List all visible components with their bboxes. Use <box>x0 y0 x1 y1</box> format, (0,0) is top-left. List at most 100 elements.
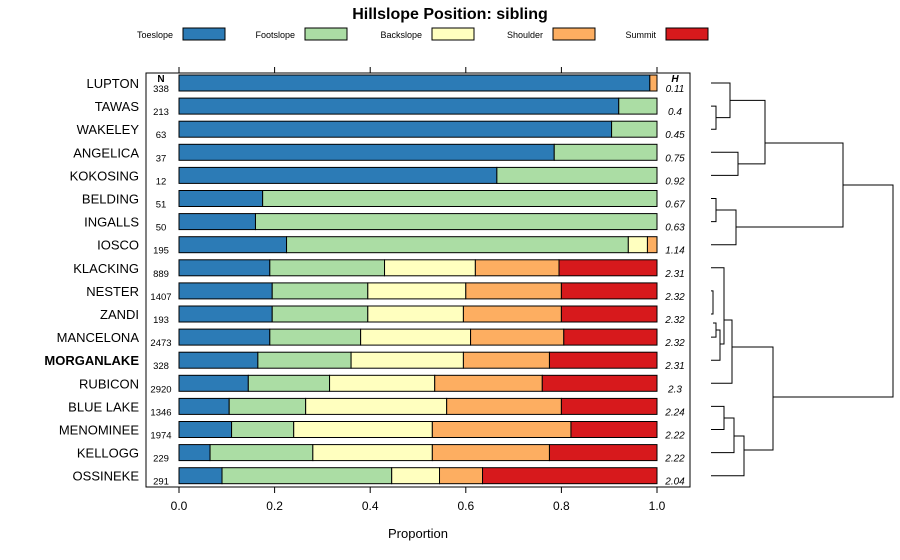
row-labels: LUPTON 338 0.11 TAWAS 213 0.4 WAKELEY 63 0.45 ANG… <box>44 76 685 488</box>
bar-blue-lake-footslope <box>228 397 307 415</box>
h-value-belding: 0.67 <box>665 200 685 211</box>
dendrogram-branch-3 <box>730 99 766 165</box>
h-value-klacking: 2.31 <box>664 269 684 280</box>
h-value-rubicon: 2.3 <box>667 384 682 395</box>
bar-menominee-summit <box>570 421 658 438</box>
dendrogram-branch-6 <box>736 142 844 228</box>
bar-ingalls-toeslope <box>178 213 256 231</box>
row-label-kellogg: KELLOGG <box>77 446 139 461</box>
dendrogram-branch-15 <box>732 346 774 451</box>
n-header: N <box>157 74 164 85</box>
row-label-belding: BELDING <box>82 192 139 207</box>
bar-morganlake-shoulder <box>462 351 550 369</box>
n-value-mancelona: 2473 <box>150 338 171 349</box>
row-label-zandi: ZANDI <box>100 307 139 322</box>
bar-morganlake-backslope <box>350 351 464 369</box>
bar-angelica-footslope <box>553 143 658 161</box>
bar-iosco-backslope <box>627 236 648 254</box>
legend-swatch-toeslope <box>182 27 226 41</box>
x-axis: 0.0 0.2 0.4 0.6 0.8 1.0 <box>171 67 666 513</box>
h-value-angelica: 0.75 <box>665 153 685 164</box>
h-value-ossineke: 2.04 <box>664 477 685 488</box>
dendrogram-branch-8 <box>711 322 717 338</box>
bar-belding-footslope <box>262 190 658 207</box>
dendrogram-branch-9 <box>711 329 721 361</box>
n-value-zandi: 193 <box>153 315 169 326</box>
n-value-angelica: 37 <box>156 153 167 164</box>
bar-zandi-backslope <box>367 305 464 323</box>
bar-ossineke-summit <box>482 467 658 485</box>
legend-swatch-shoulder <box>552 27 596 41</box>
h-value-wakeley: 0.45 <box>665 130 685 141</box>
bar-zandi-summit <box>560 305 658 323</box>
dendrogram-branch-12 <box>711 405 725 430</box>
dendrogram-branch-2 <box>711 151 739 176</box>
bar-lupton-shoulder <box>649 74 658 92</box>
bar-zandi-footslope <box>271 305 369 323</box>
h-value-kellogg: 2.22 <box>664 454 685 465</box>
x-tick-label-2: 0.4 <box>362 499 379 513</box>
bar-klacking-summit <box>558 259 658 277</box>
row-label-iosco: IOSCO <box>97 238 139 253</box>
x-tick-label-4: 0.8 <box>553 499 570 513</box>
dendrogram <box>711 82 894 477</box>
bar-menominee-backslope <box>293 421 433 438</box>
bar-zandi-shoulder <box>462 305 562 323</box>
bar-kellogg-footslope <box>209 444 314 462</box>
bar-kellogg-summit <box>548 444 658 462</box>
bar-rubicon-summit <box>541 374 658 392</box>
row-label-blue-lake: BLUE LAKE <box>68 399 139 414</box>
legend: Toeslope Footslope Backslope Shoulder Summit <box>137 27 709 41</box>
h-value-mancelona: 2.32 <box>664 338 685 349</box>
plot-frame <box>145 72 691 488</box>
bar-angelica-toeslope <box>178 143 555 161</box>
bar-menominee-toeslope <box>178 421 233 438</box>
n-value-tawas: 213 <box>153 107 169 118</box>
legend-swatch-backslope <box>431 27 475 41</box>
bar-blue-lake-shoulder <box>446 397 562 415</box>
bar-morganlake-toeslope <box>178 351 259 369</box>
bar-blue-lake-toeslope <box>178 397 230 415</box>
bar-mancelona-summit <box>563 328 658 346</box>
h-header: H <box>671 74 679 85</box>
legend-label-backslope: Backslope <box>380 30 422 40</box>
row-label-rubicon: RUBICON <box>79 376 139 391</box>
chart-title: Hillslope Position: sibling <box>352 6 548 23</box>
bar-kellogg-shoulder <box>431 444 550 462</box>
row-label-kokosing: KOKOSING <box>70 168 139 183</box>
n-value-belding: 51 <box>156 200 167 211</box>
bar-lupton-toeslope <box>178 74 651 92</box>
h-value-nester: 2.32 <box>664 292 685 303</box>
n-value-menominee: 1974 <box>150 431 171 442</box>
row-label-ossineke: OSSINEKE <box>73 469 140 484</box>
bar-wakeley-footslope <box>611 120 658 138</box>
dendrogram-branch-1 <box>711 82 731 119</box>
bar-kellogg-toeslope <box>178 444 211 462</box>
h-value-kokosing: 0.92 <box>665 176 685 187</box>
n-value-morganlake: 328 <box>153 361 169 372</box>
row-label-angelica: ANGELICA <box>73 145 139 160</box>
h-value-ingalls: 0.63 <box>665 223 685 234</box>
bar-rubicon-footslope <box>247 374 331 392</box>
h-value-morganlake: 2.31 <box>664 361 684 372</box>
bar-area <box>178 74 658 485</box>
bar-ossineke-backslope <box>391 467 441 485</box>
bar-zandi-toeslope <box>178 305 273 323</box>
n-value-kokosing: 12 <box>156 176 167 187</box>
bar-nester-footslope <box>271 282 369 300</box>
row-label-klacking: KLACKING <box>73 261 139 276</box>
bar-ingalls-footslope <box>254 213 658 231</box>
bar-klacking-toeslope <box>178 259 271 277</box>
bar-rubicon-toeslope <box>178 374 249 392</box>
bar-morganlake-footslope <box>257 351 352 369</box>
row-label-tawas: TAWAS <box>95 99 140 114</box>
n-value-iosco: 195 <box>153 246 169 257</box>
row-label-lupton: LUPTON <box>87 76 140 91</box>
x-tick-label-0: 0.0 <box>171 499 188 513</box>
x-tick-label-5: 1.0 <box>649 499 666 513</box>
legend-label-footslope: Footslope <box>255 30 295 40</box>
bar-nester-summit <box>560 282 658 300</box>
h-value-lupton: 0.11 <box>666 84 685 95</box>
bar-nester-toeslope <box>178 282 273 300</box>
bar-mancelona-toeslope <box>178 328 271 346</box>
